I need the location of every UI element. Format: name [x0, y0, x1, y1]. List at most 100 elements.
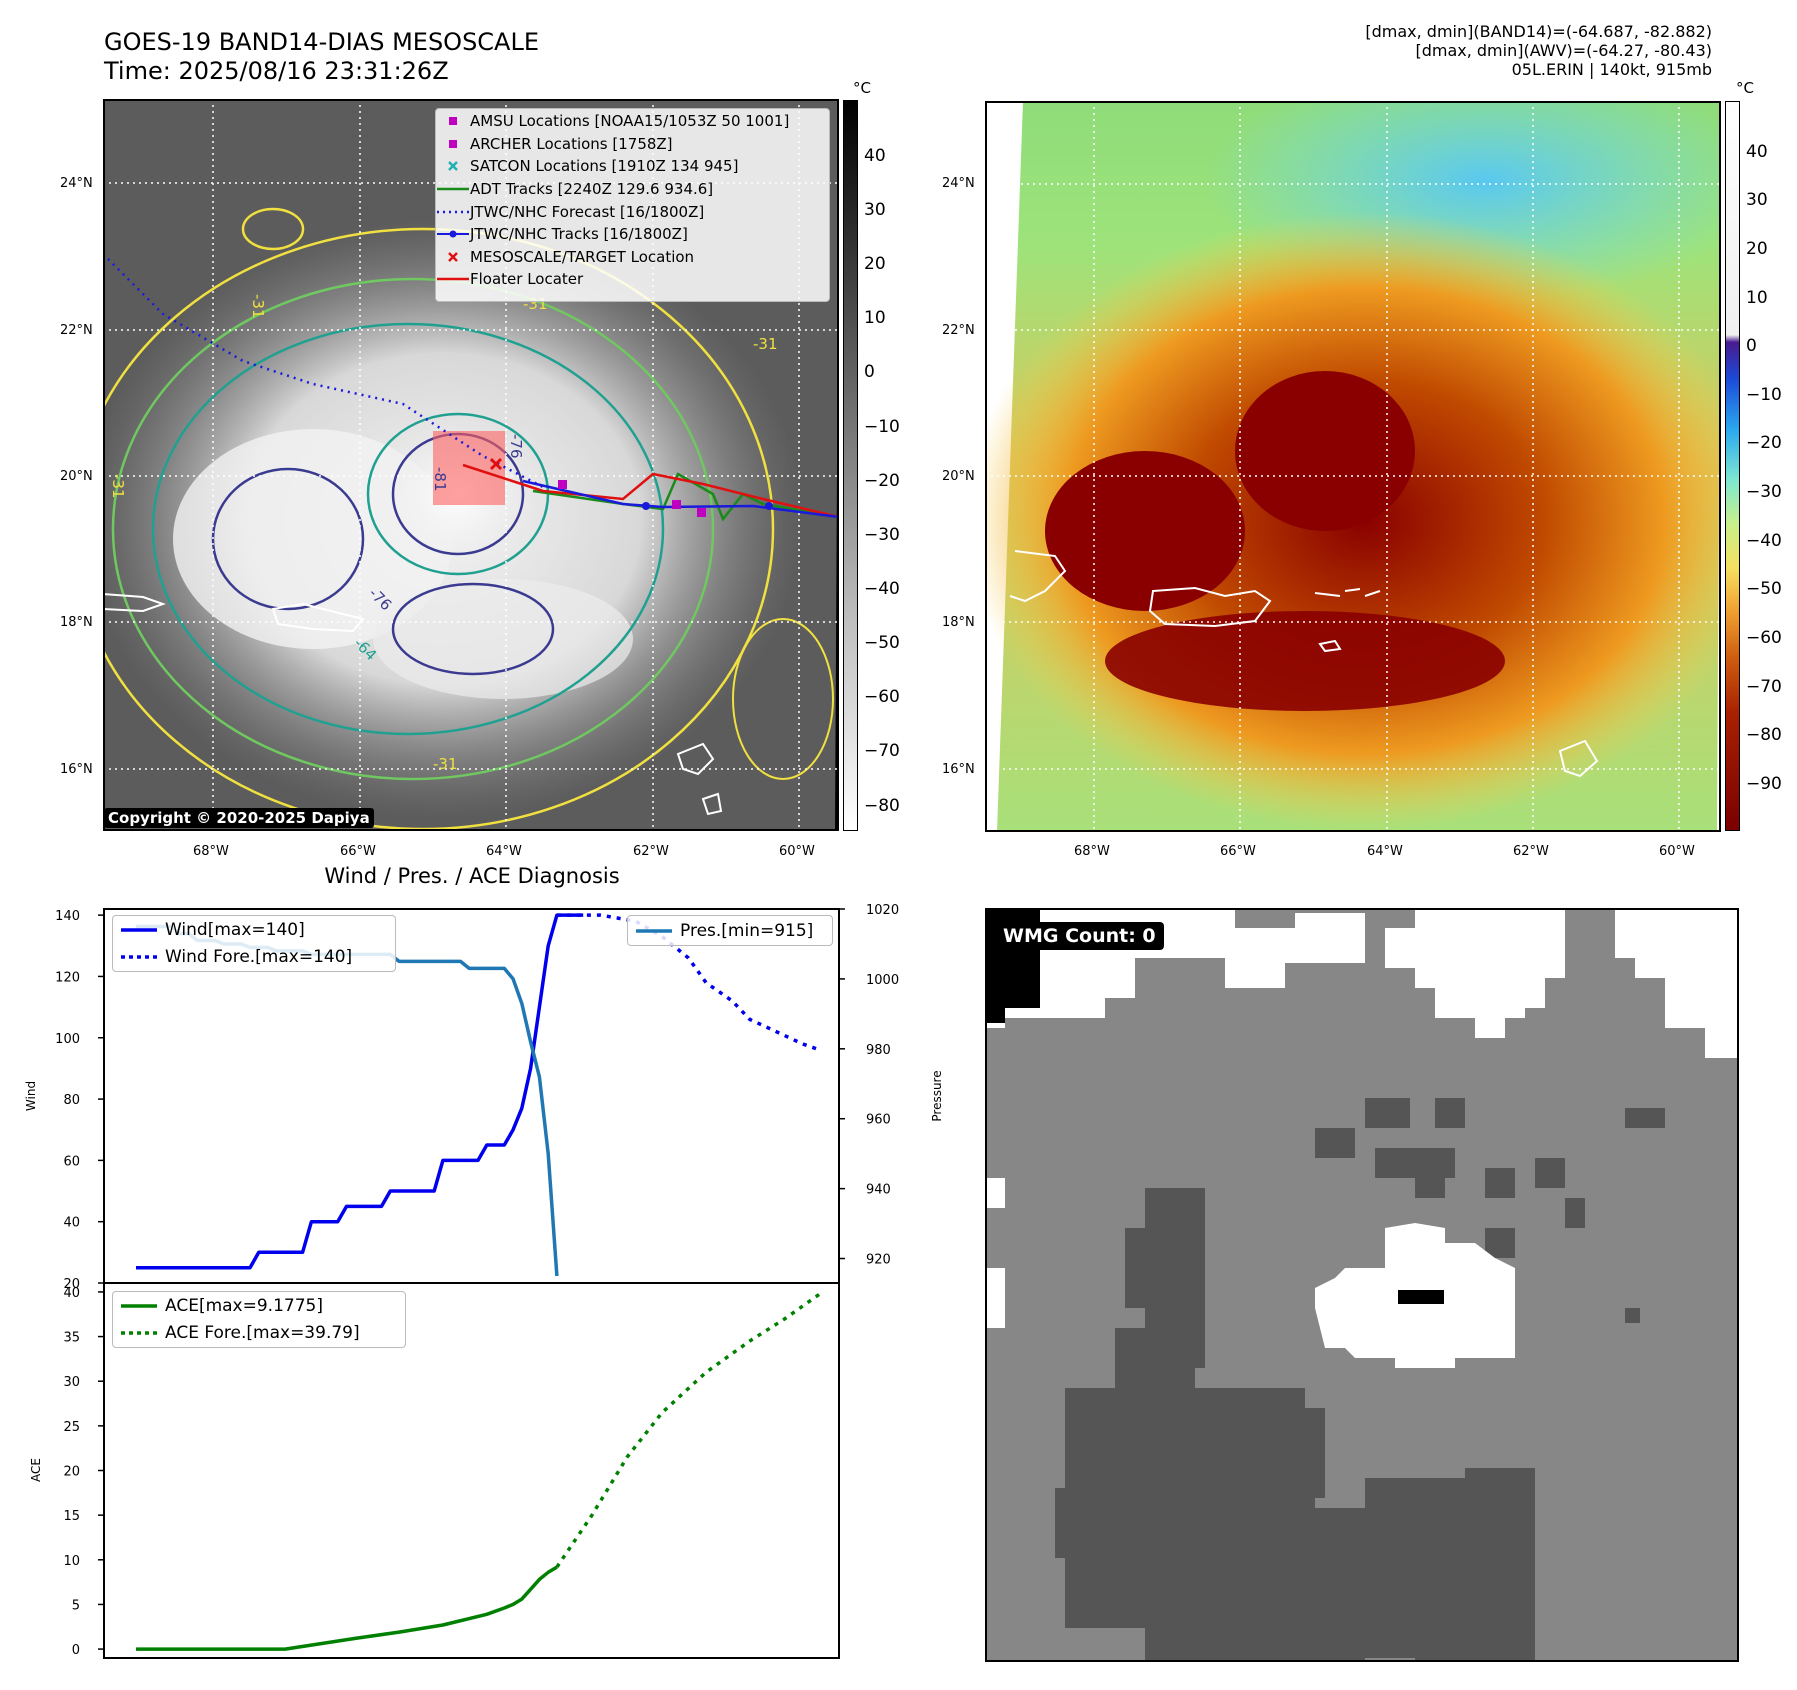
figure-title: GOES-19 BAND14-DIAS MESOSCALE — [104, 28, 540, 56]
awv-colorbar-tick: −10 — [1746, 385, 1782, 405]
ace-y-tick-label: 35 — [63, 1331, 80, 1346]
awv-lon-label: 60°W — [1659, 844, 1695, 859]
ir-colorbar-tick: 30 — [864, 200, 886, 220]
wind-y-tick-label: 140 — [55, 909, 80, 924]
pressure-axis-label: Pressure — [930, 1070, 944, 1121]
legend-item-ace: ACE[max=9.1775] — [121, 1295, 323, 1316]
legend-item-floater: Floater Locater — [437, 270, 584, 289]
ir-lat-label: 20°N — [60, 469, 93, 484]
ir-lat-label: 22°N — [60, 323, 93, 338]
ace-y-tick-label: 15 — [63, 1509, 80, 1524]
contour-label: -31 — [753, 335, 778, 353]
ir-lon-label: 62°W — [633, 844, 669, 859]
legend-item-adt: ADT Tracks [2240Z 129.6 934.6] — [437, 180, 714, 199]
info-awv-range: [dmax, dmin](AWV)=(-64.27, -80.43) — [1415, 41, 1712, 60]
awv-colorbar-tick: −40 — [1746, 531, 1782, 551]
awv-colorbar-tick: −20 — [1746, 433, 1782, 453]
awv-colorbar-tick: 0 — [1746, 336, 1757, 356]
ir-lon-label: 66°W — [340, 844, 376, 859]
awv-lon-label: 68°W — [1074, 844, 1110, 859]
info-storm: 05L.ERIN | 140kt, 915mb — [1511, 60, 1712, 79]
series-line-ace — [136, 1565, 558, 1651]
awv-lat-label: 22°N — [942, 323, 975, 338]
awv-panel-frame — [985, 101, 1721, 832]
awv-lat-label: 16°N — [942, 762, 975, 777]
wmg-count-badge: WMG Count: 0 — [995, 922, 1164, 950]
ace-y-tick-label: 40 — [63, 1286, 80, 1301]
awv-colorbar-tick: −80 — [1746, 725, 1782, 745]
legend-item-pressure: Pres.[min=915] — [636, 920, 814, 941]
diagnosis-chart-title: Wind / Pres. / ACE Diagnosis — [324, 864, 620, 888]
ir-colorbar — [843, 100, 858, 831]
wind-y-tick-label: 120 — [55, 970, 80, 985]
figure-time: Time: 2025/08/16 23:31:26Z — [104, 57, 449, 85]
contour-label: -31 — [109, 474, 127, 499]
pressure-y-tick-label: 1020 — [866, 903, 899, 918]
legend-item-target: MESOSCALE/TARGET Location — [436, 246, 829, 269]
contour-label: -31 — [249, 294, 267, 319]
best-track-line — [522, 479, 839, 519]
wind-y-tick-label: 100 — [55, 1032, 80, 1047]
awv-colorbar-unit: °C — [1736, 79, 1754, 97]
awv-colorbar-tick: 30 — [1746, 190, 1768, 210]
awv-colorbar-tick: −70 — [1746, 677, 1782, 697]
info-band14-range: [dmax, dmin](BAND14)=(-64.687, -82.882) — [1365, 22, 1712, 41]
pressure-y-tick-label: 1000 — [866, 973, 899, 988]
ir-lon-label: 68°W — [193, 844, 229, 859]
legend-item-wind: Wind[max=140] — [121, 919, 305, 940]
ir-lat-label: 18°N — [60, 615, 93, 630]
ir-colorbar-tick: 40 — [864, 146, 886, 166]
floater-locater-line — [462, 463, 839, 519]
copyright-badge: Copyright © 2020-2025 Dapiya — [104, 808, 374, 828]
ir-colorbar-unit: °C — [853, 79, 871, 97]
legend-item-wind-forecast: Wind Fore.[max=140] — [121, 946, 353, 967]
pressure-y-tick-label: 920 — [866, 1253, 891, 1268]
ir-colorbar-tick: −20 — [864, 471, 900, 491]
awv-colorbar-tick: −50 — [1746, 579, 1782, 599]
series-line-wind — [136, 913, 584, 1270]
awv-colorbar — [1725, 101, 1740, 831]
pressure-y-tick-label: 960 — [866, 1113, 891, 1128]
contour-label: -76 — [507, 434, 525, 459]
pressure-y-tick-label: 940 — [866, 1183, 891, 1198]
awv-lon-label: 62°W — [1513, 844, 1549, 859]
legend-item-amsu: AMSU Locations [NOAA15/1053Z 50 1001] — [436, 110, 829, 133]
pressure-legend: Pres.[min=915] — [627, 915, 833, 946]
ace-y-tick-label: 30 — [63, 1375, 80, 1390]
ir-colorbar-tick: 20 — [864, 254, 886, 274]
awv-lon-label: 64°W — [1367, 844, 1403, 859]
wind-legend: Wind[max=140] Wind Fore.[max=140] — [112, 915, 396, 972]
legend-item-forecast: JTWC/NHC Forecast [16/1800Z] — [437, 202, 705, 221]
awv-lat-label: 20°N — [942, 469, 975, 484]
ir-colorbar-tick: −10 — [864, 417, 900, 437]
ace-y-tick-label: 20 — [63, 1465, 80, 1480]
wmg-panel-frame — [985, 908, 1739, 1662]
ir-colorbar-tick: −70 — [864, 741, 900, 761]
ir-colorbar-tick: −30 — [864, 525, 900, 545]
ace-axis-label: ACE — [29, 1458, 43, 1482]
awv-colorbar-tick: −60 — [1746, 628, 1782, 648]
awv-satellite-map — [985, 101, 1721, 832]
wind-y-tick-label: 40 — [63, 1216, 80, 1231]
ir-lon-label: 64°W — [486, 844, 522, 859]
ir-colorbar-tick: −40 — [864, 579, 900, 599]
ir-legend: AMSU Locations [NOAA15/1053Z 50 1001] AR… — [435, 108, 830, 302]
awv-colorbar-tick: 20 — [1746, 239, 1768, 259]
legend-item-ace-forecast: ACE Fore.[max=39.79] — [121, 1322, 360, 1343]
ace-y-tick-label: 25 — [63, 1420, 80, 1435]
ace-y-tick-label: 0 — [72, 1643, 80, 1658]
wind-y-tick-label: 80 — [63, 1093, 80, 1108]
series-line-wind-fore — [556, 913, 821, 1052]
contour-label: -31 — [433, 755, 458, 773]
contour-label: -81 — [431, 467, 449, 492]
ir-lat-label: 24°N — [60, 176, 93, 191]
pressure-y-tick-label: 980 — [866, 1043, 891, 1058]
ace-y-tick-label: 5 — [72, 1598, 80, 1613]
ace-y-tick-label: 10 — [63, 1554, 80, 1569]
legend-item-satcon: SATCON Locations [1910Z 134 945] — [436, 155, 829, 178]
diagnosis-chart: 2040608010012014092094096098010001020Win… — [24, 903, 944, 1659]
wmg-image — [985, 908, 1739, 1662]
ir-lat-label: 16°N — [60, 762, 93, 777]
forecast-track-line — [103, 253, 544, 489]
awv-lat-label: 24°N — [942, 176, 975, 191]
